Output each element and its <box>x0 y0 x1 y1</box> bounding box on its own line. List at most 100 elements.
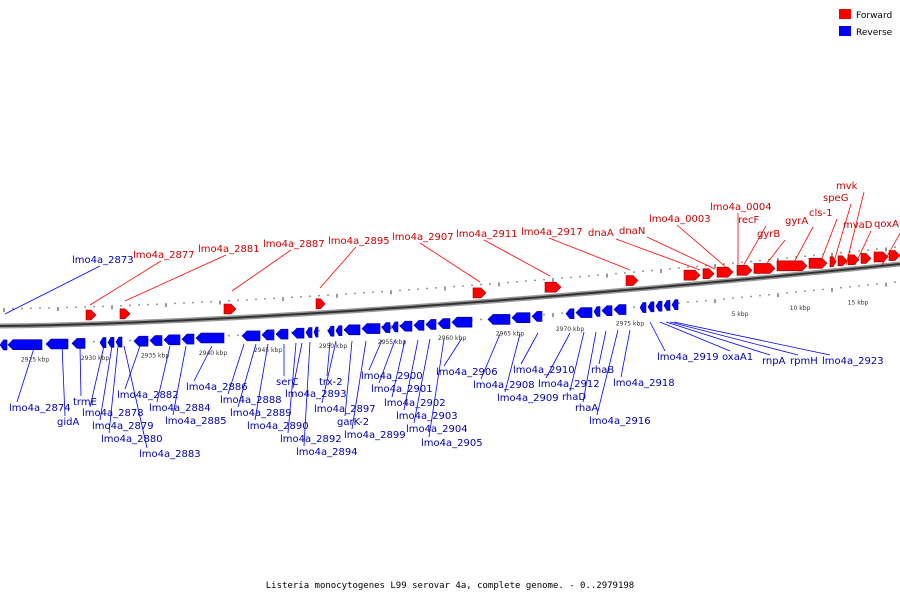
reverse-gene-arrow <box>425 319 437 330</box>
forward-gene-arrow <box>837 255 848 267</box>
gene-label: rpmH <box>790 356 818 367</box>
leader-line <box>391 339 406 398</box>
reverse-gene-arrow <box>487 314 511 325</box>
leader-line <box>504 333 521 393</box>
gene-label: lmo4a_2895 <box>328 236 390 247</box>
map-caption: Listeria monocytogenes L99 serovar 4a, c… <box>266 581 634 591</box>
reverse-gene-arrow <box>655 300 663 312</box>
gene-label: lmo4a_0004 <box>710 202 772 213</box>
tick-label: 10 kbp <box>790 305 811 312</box>
gene-label: lmo4a_2905 <box>421 438 483 449</box>
gene-label: lmo4a_2916 <box>589 416 651 427</box>
tick-label: 2950 kbp <box>319 343 347 350</box>
tick-label: 2960 kbp <box>438 335 466 342</box>
tick-label: 2940 kbp <box>199 350 227 357</box>
gene-arrows <box>0 250 900 351</box>
legend-forward-swatch <box>839 9 851 19</box>
leader-line <box>483 239 551 277</box>
reverse-gene-arrow <box>149 335 163 346</box>
gene-label: mvk <box>836 181 858 192</box>
reverse-gene-arrow <box>451 316 473 328</box>
reverse-gene-arrow <box>195 332 225 344</box>
gene-label: lmo4a_2874 <box>9 403 71 414</box>
reverse-gene-arrow <box>45 338 69 350</box>
leader-line <box>61 344 66 417</box>
forward-gene-arrow <box>753 263 776 274</box>
leader-line <box>832 203 852 266</box>
gene-label: qoxA <box>874 219 899 230</box>
leader-line <box>443 337 463 367</box>
leader-line <box>227 343 245 395</box>
reverse-gene-arrow <box>381 322 391 333</box>
leader-line <box>582 331 597 403</box>
leader-line <box>569 331 585 392</box>
gene-label: lmo4a_2889 <box>230 408 292 419</box>
gene-label: lmo4a_2885 <box>165 416 227 427</box>
reverse-gene-arrow <box>305 327 313 338</box>
gene-label: lmo4a_2923 <box>822 356 884 367</box>
tick-label: 15 kbp <box>848 299 869 306</box>
forward-gene-arrow <box>860 253 872 264</box>
leader-line <box>79 346 82 397</box>
leader-line <box>403 339 419 411</box>
gene-label: lmo4a_2911 <box>456 229 518 240</box>
gene-label: lmo4a_2894 <box>296 447 358 458</box>
gene-label: lmo4a_2888 <box>220 395 282 406</box>
leader-line <box>124 254 227 302</box>
forward-gene-arrow <box>544 281 562 293</box>
gene-label: serC <box>276 377 298 388</box>
leader-line <box>669 321 799 356</box>
reverse-gene-arrow <box>601 305 613 316</box>
gene-label: lmo4a_2912 <box>538 379 600 390</box>
leader-line <box>649 321 666 352</box>
gene-label: recF <box>738 215 760 226</box>
forward-gene-arrow <box>888 250 900 261</box>
forward-gene-arrow <box>315 298 326 310</box>
gene-label: lmo4a_2873 <box>72 255 134 266</box>
gene-label: lmo4a_2878 <box>82 408 144 419</box>
leader-line <box>413 338 431 424</box>
gene-label: lmo4a_2892 <box>280 434 342 445</box>
leader-line <box>124 345 141 390</box>
leader-line <box>428 338 445 438</box>
forward-gene-arrow <box>683 269 701 281</box>
reverse-gene-arrow <box>291 327 305 339</box>
reverse-gene-arrow <box>361 323 381 334</box>
gene-label: lmo4a_2907 <box>392 232 454 243</box>
reverse-gene-arrow <box>107 337 115 348</box>
reverse-gene-arrow <box>391 321 399 333</box>
leader-line <box>193 345 213 382</box>
leader-line <box>378 339 396 384</box>
reverse-gene-arrow <box>531 311 543 322</box>
leader-line <box>321 340 337 404</box>
leader-line <box>791 226 814 267</box>
leader-line <box>845 191 865 266</box>
leader-line <box>89 345 105 408</box>
leader-line <box>231 249 292 292</box>
leader-line <box>99 345 113 421</box>
gene-label: gyrA <box>785 216 808 227</box>
leader-line <box>548 237 631 271</box>
forward-gene-arrow <box>85 309 97 321</box>
gene-label: mvaD <box>843 220 873 231</box>
tick-label: 2925 kbp <box>21 357 49 364</box>
gene-label: lmo4a_2918 <box>613 378 675 389</box>
label-leader-lines <box>4 191 900 449</box>
gene-label: lmo4a_2879 <box>92 421 154 432</box>
genome-backbone <box>0 261 900 329</box>
leader-line <box>89 260 162 306</box>
tick-label: 2945 kbp <box>254 347 282 354</box>
legend-reverse-label: Reverse <box>856 28 893 38</box>
reverse-gene-arrow <box>115 336 123 348</box>
gene-label: dnaA <box>588 228 614 239</box>
reverse-gene-arrow <box>647 301 655 313</box>
leader-line <box>881 232 900 266</box>
reverse-gene-arrow <box>639 302 647 313</box>
leader-line <box>818 218 838 267</box>
gene-label: lmo4a_2880 <box>101 434 163 445</box>
gene-label: lmo4a_2903 <box>396 411 458 422</box>
leader-line <box>615 238 701 271</box>
leader-line <box>16 344 36 403</box>
reverse-gene-arrow <box>575 307 593 318</box>
